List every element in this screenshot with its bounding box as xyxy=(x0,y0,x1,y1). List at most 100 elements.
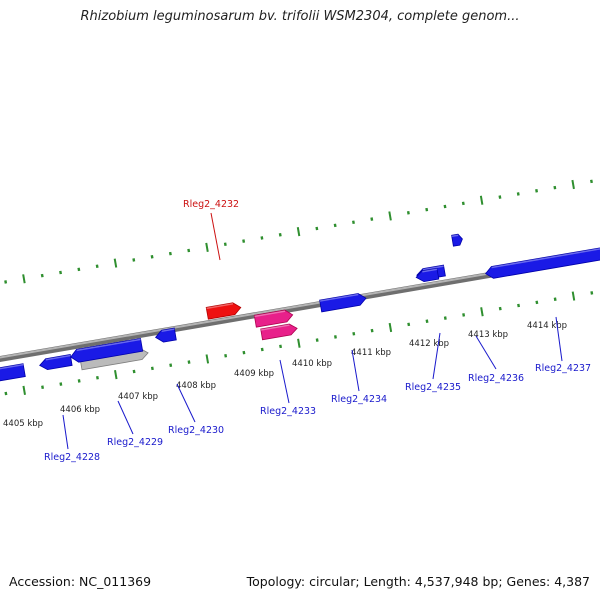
inner-tick-major xyxy=(297,338,301,348)
inner-tick-minor xyxy=(553,297,557,301)
outer-tick-minor xyxy=(150,255,154,259)
gene-label-rleg2-4234: Rleg2_4234 xyxy=(331,394,387,405)
gene-feature-rleg2-4233 xyxy=(253,309,294,328)
inner-tick-minor xyxy=(425,319,429,323)
gene-feature-rleg2-4229 xyxy=(70,337,144,363)
outer-tick-minor xyxy=(95,264,99,269)
inner-tick-minor xyxy=(4,391,8,396)
inner-tick-minor xyxy=(407,322,411,327)
leader-line-rleg2-4236 xyxy=(475,335,497,370)
gene-feature-rleg2-4228-shine xyxy=(45,354,71,361)
inner-tick-major xyxy=(571,291,576,301)
inner-tick-minor xyxy=(498,306,502,311)
inner-tick-minor xyxy=(132,369,136,374)
gene-feature-rleg2-4233-shine xyxy=(254,310,286,318)
accession-text: Accession: NC_011369 xyxy=(9,574,152,589)
inner-tick-minor xyxy=(77,379,81,383)
axis-label-kbp: 4405 kbp xyxy=(3,419,43,429)
gene-feature-unlabeled-shine xyxy=(0,363,24,370)
inner-tick-minor xyxy=(279,344,282,349)
outer-tick-minor xyxy=(260,236,264,240)
gene-label-rleg2-4236: Rleg2_4236 xyxy=(468,373,524,384)
inner-tick-minor xyxy=(462,313,466,317)
gene-feature-unlabeled-shine xyxy=(451,234,459,238)
leader-line-rleg2-4230 xyxy=(176,383,196,423)
outer-tick-minor xyxy=(370,217,374,221)
gene-label-rleg2-4228: Rleg2_4228 xyxy=(44,452,100,463)
outer-tick-minor xyxy=(132,258,136,262)
outer-tick-minor xyxy=(223,242,227,247)
outer-tick-minor xyxy=(315,226,319,231)
inner-tick-minor xyxy=(590,291,594,295)
axis-label-kbp: 4408 kbp xyxy=(176,381,216,391)
outer-tick-minor xyxy=(516,192,520,196)
page-title: Rhizobium leguminosarum bv. trifolii WSM… xyxy=(80,9,520,24)
inner-tick-minor xyxy=(352,332,356,336)
outer-tick-major xyxy=(113,258,118,268)
outer-tick-minor xyxy=(168,251,172,256)
gene-label-rleg2-4237: Rleg2_4237 xyxy=(535,363,591,374)
outer-tick-minor xyxy=(553,185,557,190)
inner-tick-minor xyxy=(41,385,44,389)
gene-feature-unlabeled xyxy=(451,233,463,247)
inner-tick-major xyxy=(388,322,393,333)
axis-label-kbp: 4409 kbp xyxy=(234,369,274,379)
inner-tick-minor xyxy=(334,335,337,339)
leader-line-rleg2-4234 xyxy=(351,349,360,392)
outer-tick-major xyxy=(296,227,301,237)
outer-tick-major xyxy=(479,195,484,205)
leader-line-rleg2-4229 xyxy=(117,400,134,435)
axis-label-kbp: 4414 kbp xyxy=(527,321,567,331)
outer-tick-minor xyxy=(461,201,465,206)
outer-tick-minor xyxy=(278,233,282,237)
inner-tick-minor xyxy=(59,382,63,386)
outer-tick-minor xyxy=(498,195,502,199)
axis-label-kbp: 4413 kbp xyxy=(468,330,508,340)
gene-label-rleg2-4229: Rleg2_4229 xyxy=(107,437,163,448)
inner-tick-major xyxy=(22,385,26,395)
gene-feature-rleg2-4234-shine xyxy=(319,293,359,302)
axis-label-kbp: 4411 kbp xyxy=(351,348,391,358)
outer-tick-minor xyxy=(187,248,191,253)
gene-feature-unlabeled-shine xyxy=(422,268,438,273)
gene-label-rleg2-4235: Rleg2_4235 xyxy=(405,382,461,393)
axis-label-kbp: 4407 kbp xyxy=(118,392,158,402)
outer-tick-minor xyxy=(40,273,44,278)
outer-tick-minor xyxy=(59,270,62,275)
inner-tick-major xyxy=(205,354,210,364)
leader-line-rleg2-4233 xyxy=(279,359,290,404)
outer-tick-minor xyxy=(4,280,8,284)
gene-feature-unlabeled xyxy=(415,267,440,283)
gene-label-rleg2-4232: Rleg2_4232 xyxy=(183,199,239,210)
inner-tick-minor xyxy=(187,360,191,364)
axis-label-kbp: 4412 kbp xyxy=(409,339,449,349)
outer-tick-minor xyxy=(590,179,593,184)
outer-tick-minor xyxy=(242,239,246,243)
outer-tick-minor xyxy=(333,223,337,228)
inner-tick-minor xyxy=(370,328,374,333)
leader-line-rleg2-4232 xyxy=(210,212,221,261)
gene-feature-rleg2-4232-shine xyxy=(206,303,234,310)
outer-tick-major xyxy=(388,211,392,221)
inner-tick-minor xyxy=(150,366,154,371)
outer-tick-minor xyxy=(535,189,539,193)
gene-feature-rleg2-4232 xyxy=(205,302,242,320)
genome-summary-text: Topology: circular; Length: 4,537,948 bp… xyxy=(246,574,590,589)
leader-line-rleg2-4237 xyxy=(555,316,563,362)
inner-tick-minor xyxy=(242,350,246,355)
inner-tick-minor xyxy=(260,347,264,352)
outer-tick-minor xyxy=(406,211,410,215)
inner-tick-minor xyxy=(169,363,173,367)
axis-label-kbp: 4410 kbp xyxy=(292,359,332,369)
outer-tick-major xyxy=(571,179,575,190)
outer-tick-major xyxy=(22,274,26,284)
gene-feature-rleg2-4228 xyxy=(39,354,73,371)
inner-tick-minor xyxy=(443,316,447,320)
inner-tick-minor xyxy=(535,300,539,305)
outer-tick-minor xyxy=(77,267,81,272)
gene-feature-rleg2-4229-shine xyxy=(76,338,141,352)
outer-tick-minor xyxy=(425,207,429,212)
gene-feature-rleg2-4230 xyxy=(154,327,177,343)
